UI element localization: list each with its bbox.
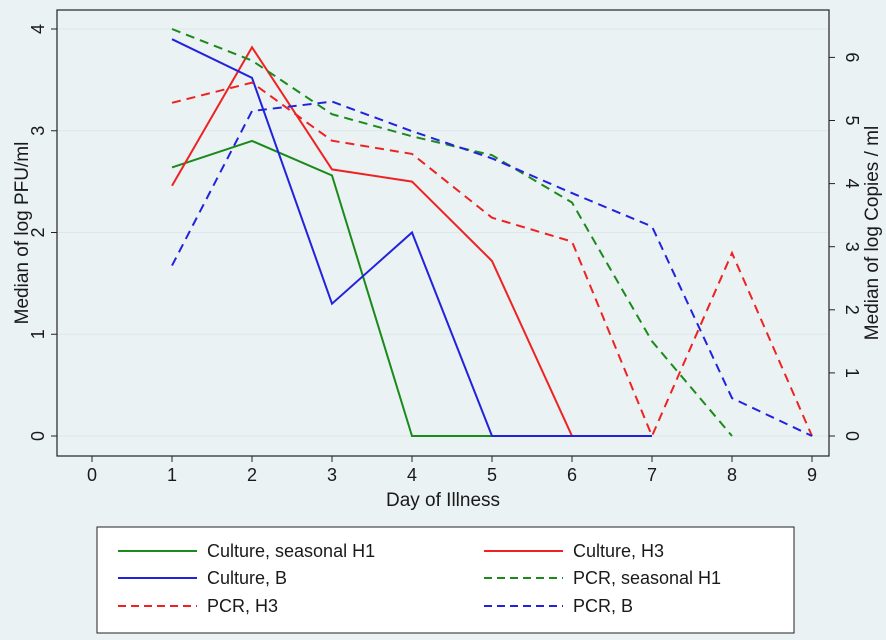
y-left-tick-label: 1 [28, 329, 48, 339]
x-tick-label: 1 [167, 465, 177, 485]
y-right-tick-label: 0 [842, 431, 862, 441]
series-line-pcr-b [171, 100, 813, 437]
series-layer [171, 28, 813, 439]
x-tick-label: 7 [647, 465, 657, 485]
series-line-culture-b [171, 38, 652, 437]
x-axis-label: Day of Illness [386, 490, 500, 511]
x-tick-label: 8 [727, 465, 737, 485]
x-tick-label: 5 [487, 465, 497, 485]
legend-label: Culture, seasonal H1 [207, 541, 375, 561]
y-right-tick-label: 1 [842, 368, 862, 378]
legend-item: PCR, H3 [118, 596, 278, 616]
x-tick-label: 6 [567, 465, 577, 485]
legend-box [96, 526, 795, 634]
legend-item: Culture, B [118, 568, 287, 588]
legend-item: Culture, H3 [484, 541, 664, 561]
y-right-tick-label: 4 [842, 179, 862, 189]
legend-label: Culture, B [207, 568, 287, 588]
y-axis-label-right: Median of log Copies / ml [862, 126, 883, 340]
y-left-tick-label: 2 [28, 227, 48, 237]
y-left-tick-label: 3 [28, 126, 48, 136]
legend-label: PCR, H3 [207, 596, 278, 616]
axis-layer: 0 1 2 3 4 0 1 2 3 4 5 6 0 1 2 3 4 5 6 7 8 9 [28, 24, 862, 485]
y-right-tick-label: 3 [842, 242, 862, 252]
grid-layer [57, 28, 829, 437]
y-right-tick-label: 2 [842, 305, 862, 315]
legend-item: PCR, B [484, 596, 633, 616]
legend-entries: Culture, seasonal H1 Culture, H3 Culture, … [118, 541, 721, 616]
x-tick-label: 2 [247, 465, 257, 485]
y-left-tick-label: 4 [28, 24, 48, 34]
legend-item: PCR, seasonal H1 [484, 568, 721, 588]
legend-label: PCR, B [573, 596, 633, 616]
legend-label: PCR, seasonal H1 [573, 568, 721, 588]
legend-label: Culture, H3 [573, 541, 664, 561]
x-tick-label: 9 [807, 465, 817, 485]
legend-item: Culture, seasonal H1 [118, 541, 375, 561]
y-right-tick-label: 5 [842, 115, 862, 125]
y-left-tick-label: 0 [28, 431, 48, 441]
series-line-pcr-h3 [171, 81, 813, 439]
x-tick-label: 3 [327, 465, 337, 485]
x-tick-label: 4 [407, 465, 417, 485]
legend: Culture, seasonal H1 Culture, H3 Culture, … [96, 526, 795, 634]
y-right-tick-label: 6 [842, 52, 862, 62]
x-tick-label: 0 [87, 465, 97, 485]
y-axis-label-left: Median of log PFU/ml [12, 142, 33, 325]
